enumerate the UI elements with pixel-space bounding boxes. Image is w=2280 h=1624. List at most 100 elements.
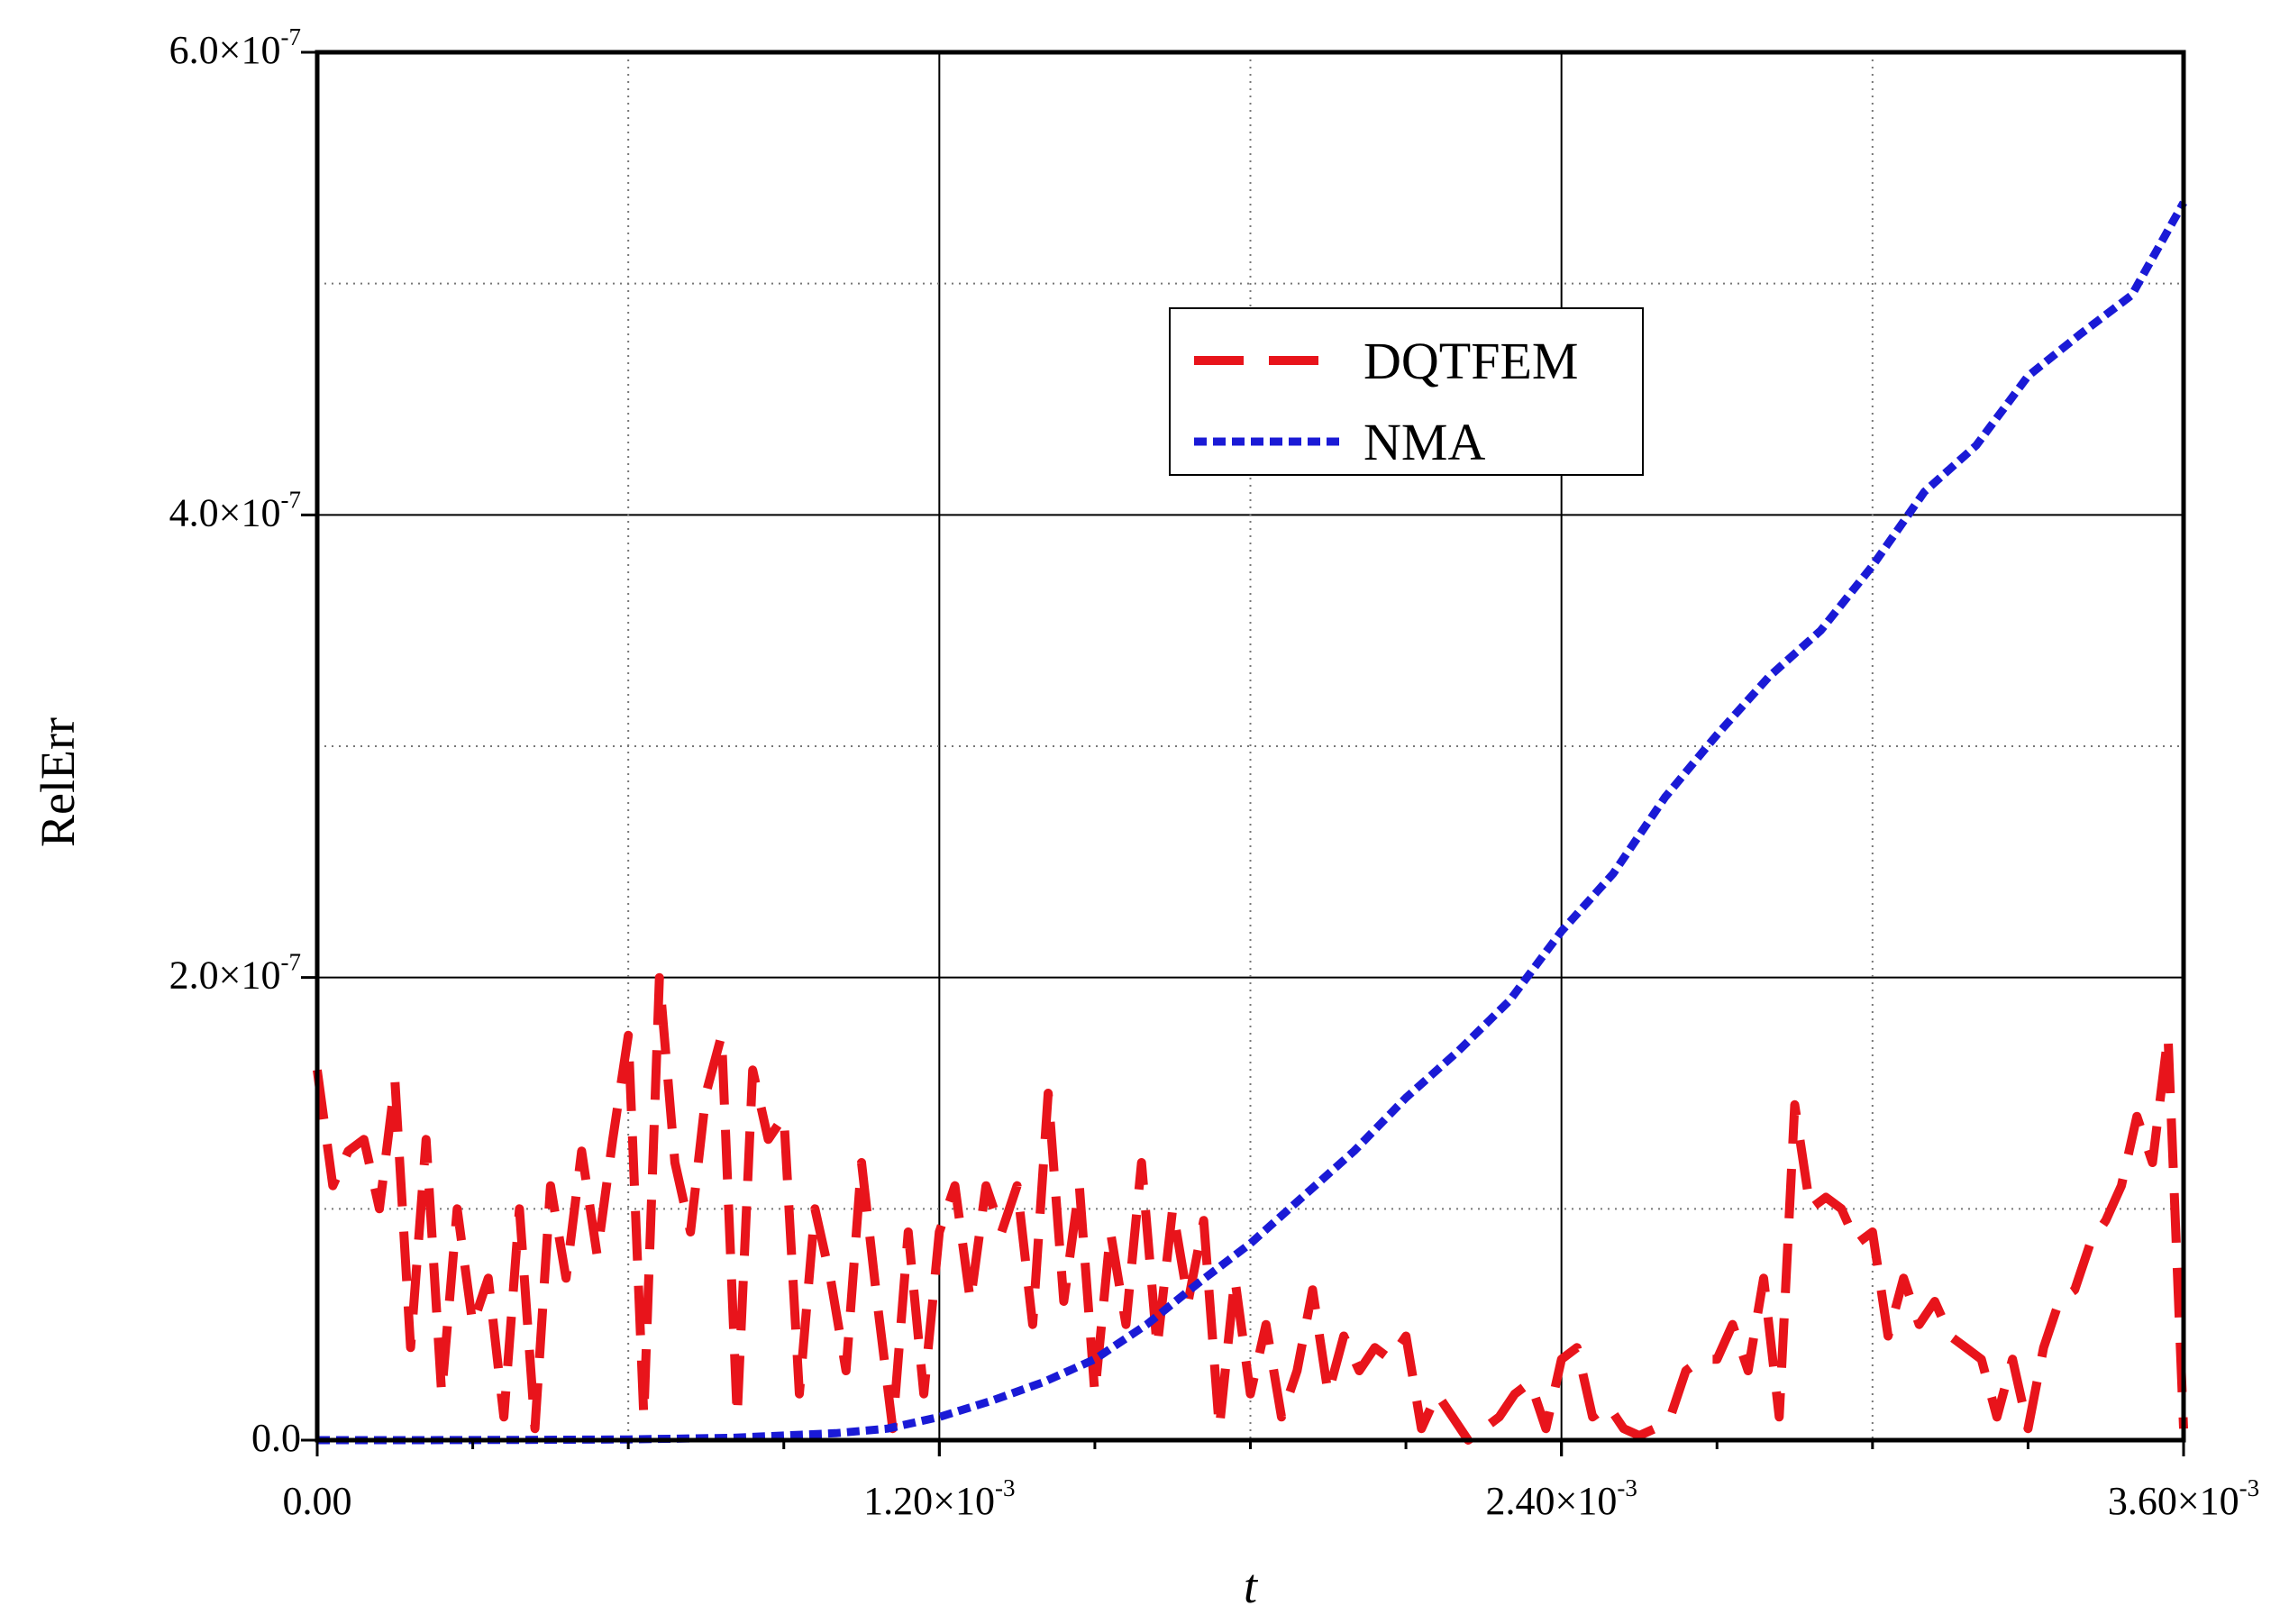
y-tick-label-mantissa-1: 2.0×10 <box>169 953 281 998</box>
data-point-dqtfem-99 <box>1856 1242 1858 1245</box>
series-line-nma <box>317 200 2187 1445</box>
data-point-nma-13 <box>1249 1242 1252 1245</box>
x-tick-label-mantissa-1: 1.20×10 <box>863 1479 995 1523</box>
data-point-dqtfem-27 <box>735 1416 738 1419</box>
data-point-dqtfem-73 <box>1451 1416 1454 1419</box>
data-point-dqtfem-68 <box>1373 1346 1376 1349</box>
data-point-nma-16 <box>1405 1097 1408 1099</box>
data-point-dqtfem-46 <box>1031 1323 1034 1326</box>
data-point-dqtfem-90 <box>1716 1358 1719 1361</box>
data-point-dqtfem-43 <box>985 1184 988 1187</box>
data-point-dqtfem-104 <box>1933 1300 1936 1303</box>
data-point-nma-10 <box>1093 1358 1096 1361</box>
data-point-dqtfem-109 <box>2011 1358 2014 1361</box>
data-point-dqtfem-65 <box>1327 1392 1329 1395</box>
data-point-dqtfem-17 <box>580 1150 583 1153</box>
data-point-dqtfem-44 <box>1000 1231 1003 1234</box>
data-point-dqtfem-86 <box>1654 1428 1656 1430</box>
data-point-dqtfem-69 <box>1389 1358 1391 1361</box>
x-tick-label-exponent-2: -3 <box>1617 1474 1637 1501</box>
data-point-dqtfem-118 <box>2151 1162 2154 1164</box>
data-point-dqtfem-115 <box>2104 1219 2107 1222</box>
data-point-dqtfem-53 <box>1140 1162 1143 1164</box>
x-tick-label-exponent-3: -3 <box>2239 1474 2260 1501</box>
series-line-dqtfem <box>313 972 2188 1445</box>
data-point-dqtfem-39 <box>923 1392 926 1395</box>
data-point-dqtfem-21 <box>643 1416 645 1419</box>
axis-ticks <box>301 50 2185 1456</box>
data-point-nma-27 <box>1974 444 1977 447</box>
data-point-nma-28 <box>2027 375 2029 378</box>
data-point-nma-12 <box>1197 1282 1199 1284</box>
y-tick-label-2: 4.0×10-7 <box>169 486 301 534</box>
y-tick-label-3: 6.0×10-7 <box>169 23 301 72</box>
data-point-dqtfem-80 <box>1560 1358 1563 1361</box>
data-point-dqtfem-102 <box>1902 1277 1905 1280</box>
data-point-dqtfem-36 <box>876 1300 879 1303</box>
y-tick-label-0: 0.0 <box>251 1416 301 1460</box>
data-point-dqtfem-113 <box>2074 1289 2076 1291</box>
x-tick-label-1: 1.20×10-3 <box>863 1474 1015 1523</box>
data-point-dqtfem-85 <box>1637 1434 1640 1437</box>
data-point-nma-9 <box>1042 1381 1044 1383</box>
series-layer <box>313 200 2188 1445</box>
data-point-dqtfem-42 <box>969 1300 971 1303</box>
data-point-dqtfem-54 <box>1155 1346 1158 1349</box>
data-point-nma-29 <box>2078 333 2081 336</box>
data-point-dqtfem-112 <box>2057 1300 2060 1303</box>
data-point-dqtfem-76 <box>1498 1416 1500 1419</box>
data-point-dqtfem-20 <box>627 1034 630 1036</box>
data-point-dqtfem-72 <box>1436 1392 1438 1395</box>
legend-box <box>1169 307 1644 476</box>
data-point-dqtfem-23 <box>673 1162 676 1164</box>
y-tick-label-1: 2.0×10-7 <box>169 949 301 998</box>
grid <box>317 52 2184 1440</box>
data-point-dqtfem-119 <box>2166 1034 2169 1036</box>
data-point-nma-30 <box>2130 294 2133 297</box>
data-point-dqtfem-59 <box>1234 1277 1236 1280</box>
data-point-dqtfem-93 <box>1763 1277 1765 1280</box>
data-point-dqtfem-35 <box>861 1162 863 1164</box>
data-point-dqtfem-62 <box>1281 1416 1283 1419</box>
x-axis-title: t <box>1244 1559 1259 1613</box>
x-tick-label-mantissa-0: 0.00 <box>283 1479 352 1523</box>
data-point-dqtfem-87 <box>1669 1416 1672 1419</box>
data-point-dqtfem-105 <box>1949 1335 1952 1337</box>
y-tick-label-mantissa-2: 4.0×10 <box>169 490 281 534</box>
data-point-dqtfem-3 <box>362 1138 365 1141</box>
data-point-dqtfem-107 <box>1980 1358 1983 1361</box>
data-point-nma-25 <box>1871 564 1874 567</box>
data-point-dqtfem-83 <box>1607 1404 1610 1407</box>
x-tick-label-mantissa-3: 3.60×10 <box>2108 1479 2239 1523</box>
data-point-nma-14 <box>1301 1196 1304 1199</box>
data-point-dqtfem-1 <box>332 1184 334 1187</box>
data-point-dqtfem-10 <box>471 1323 474 1326</box>
data-point-dqtfem-101 <box>1887 1335 1890 1337</box>
data-point-dqtfem-95 <box>1793 1103 1796 1106</box>
data-point-nma-8 <box>990 1400 992 1402</box>
data-point-dqtfem-116 <box>2120 1184 2122 1187</box>
data-point-dqtfem-7 <box>424 1138 427 1141</box>
data-point-dqtfem-19 <box>611 1138 614 1141</box>
data-point-dqtfem-70 <box>1405 1335 1408 1337</box>
data-point-dqtfem-58 <box>1218 1428 1220 1430</box>
y-tick-label-mantissa-0: 0.0 <box>251 1416 301 1460</box>
data-point-dqtfem-31 <box>798 1392 801 1395</box>
data-point-dqtfem-64 <box>1311 1289 1314 1291</box>
data-point-dqtfem-9 <box>456 1208 459 1210</box>
data-point-dqtfem-49 <box>1078 1184 1081 1187</box>
data-point-dqtfem-34 <box>844 1370 847 1373</box>
legend: DQTFEM NMA <box>1169 307 1644 476</box>
data-point-dqtfem-63 <box>1296 1370 1299 1373</box>
data-point-dqtfem-84 <box>1622 1428 1625 1430</box>
y-axis-title: RelErr <box>31 717 85 847</box>
data-point-dqtfem-78 <box>1529 1381 1532 1383</box>
data-point-dqtfem-45 <box>1016 1184 1018 1187</box>
x-tick-label-exponent-1: -3 <box>995 1474 1016 1501</box>
data-point-dqtfem-8 <box>441 1392 443 1395</box>
data-point-nma-24 <box>1819 629 1822 632</box>
data-point-dqtfem-96 <box>1809 1208 1811 1210</box>
data-point-dqtfem-11 <box>487 1277 489 1280</box>
data-point-dqtfem-13 <box>518 1208 521 1210</box>
